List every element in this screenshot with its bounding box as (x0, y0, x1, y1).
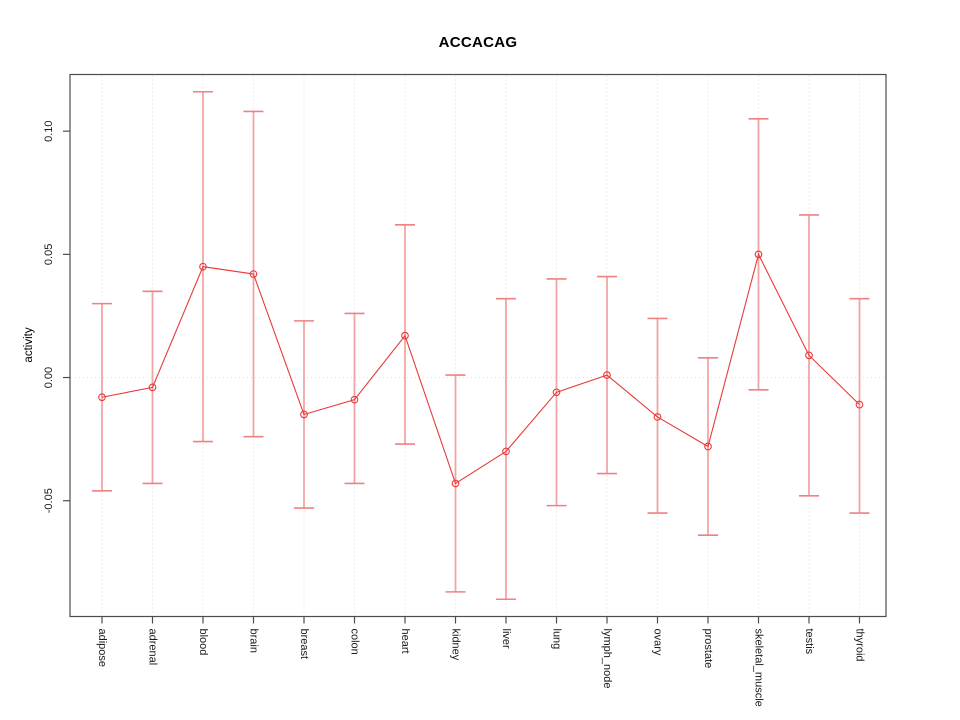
chart-title: ACCACAG (438, 34, 518, 51)
y-tick-label: 0.00 (43, 367, 55, 388)
data-point-thyroid (855, 400, 864, 409)
y-tick-label: 0.10 (43, 120, 55, 141)
series-line (101, 252, 860, 485)
x-tick-label-blood: blood (197, 629, 209, 656)
x-tick-label-kidney: kidney (450, 629, 462, 661)
data-point-adipose (98, 393, 106, 402)
data-point-liver (502, 447, 510, 456)
plot-border (69, 73, 887, 618)
data-point-blood (199, 262, 207, 271)
data-point-kidney (451, 479, 460, 488)
x-tick-label-thyroid: thyroid (854, 629, 866, 662)
x-tick-label-prostate: prostate (702, 629, 714, 669)
y-tick-label: -0.05 (43, 488, 55, 513)
x-tick-label-lymph_node: lymph_node (601, 629, 613, 689)
data-point-prostate (704, 442, 712, 451)
data-point-adrenal (148, 383, 157, 392)
x-tick-label-lung: lung (551, 629, 563, 650)
y-tick-label: 0.05 (43, 244, 55, 265)
x-tick-label-skeletal_muscle: skeletal_muscle (753, 629, 765, 707)
data-point-breast (300, 410, 308, 419)
x-tick-label-breast: breast (298, 629, 310, 660)
data-point-ovary (653, 413, 662, 421)
x-tick-label-liver: liver (500, 629, 512, 650)
x-tick-label-brain: brain (248, 629, 260, 653)
data-point-brain (249, 270, 258, 278)
x-tick-label-colon: colon (349, 629, 361, 655)
x-tick-label-testis: testis (803, 629, 815, 655)
data-point-colon (350, 395, 359, 404)
data-point-testis (805, 351, 813, 360)
data-point-skeletal_muscle (754, 250, 763, 259)
data-point-lung (552, 388, 561, 397)
x-tick-label-ovary: ovary (652, 629, 664, 656)
data-point-lymph_node (603, 371, 611, 379)
x-tick-label-adrenal: adrenal (147, 629, 159, 666)
x-tick-label-heart: heart (399, 629, 411, 654)
data-point-heart (401, 331, 409, 340)
x-tick-label-adipose: adipose (96, 629, 108, 668)
